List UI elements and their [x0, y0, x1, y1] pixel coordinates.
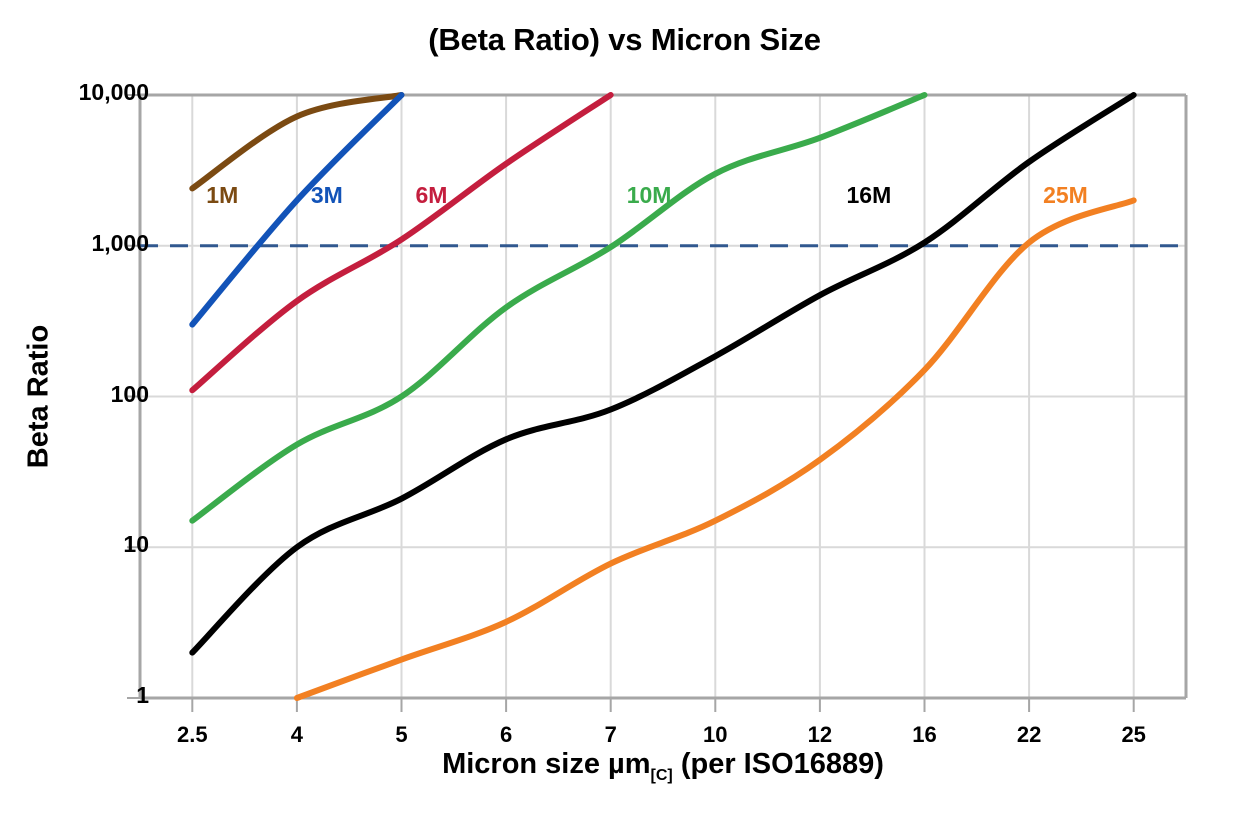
- y-tick-label: 1: [136, 682, 149, 708]
- x-tick-label: 6: [499, 722, 513, 747]
- y-tick-label: 100: [110, 380, 149, 407]
- x-axis-title-tail: (per ISO16889): [672, 748, 884, 780]
- series-line-10m: [189, 92, 928, 524]
- series-label-3m: 3M: [310, 182, 343, 208]
- x-tick-label: 12: [807, 722, 833, 747]
- x-tick-label: 10: [703, 722, 728, 747]
- y-tick-label: 10: [123, 531, 149, 558]
- x-tick-label: 2.5: [177, 722, 208, 747]
- x-tick-label: 4: [290, 722, 304, 747]
- y-tick-label: 1,000: [91, 229, 149, 256]
- x-axis-title-main: Micron size µm: [442, 748, 651, 780]
- series-label-6m: 6M: [415, 182, 448, 208]
- series-label-10m: 10M: [626, 182, 672, 208]
- series-line-1m: [189, 92, 405, 192]
- chart-title: (Beta Ratio) vs Micron Size: [428, 22, 821, 57]
- series-label-16m: 16M: [846, 182, 892, 208]
- x-axis-title-subscript: [C]: [650, 766, 673, 784]
- series-line-16m: [189, 92, 1137, 656]
- series-paths: [189, 92, 1137, 701]
- x-tick-label: 25: [1121, 722, 1146, 747]
- x-axis-title: Micron size µm[C] (per ISO16889): [140, 748, 1186, 785]
- series-line-25m: [293, 197, 1137, 701]
- x-tick-label: 22: [1016, 722, 1042, 747]
- axis-ticks: [127, 94, 1135, 712]
- series-line-6m: [189, 92, 614, 394]
- series-label-1m: 1M: [206, 182, 239, 208]
- series-label-25m: 25M: [1043, 182, 1088, 208]
- x-tick-label: 5: [395, 722, 408, 747]
- x-tick-label: 7: [604, 722, 617, 747]
- series-line-3m: [189, 92, 405, 328]
- x-tick-label: 16: [912, 722, 937, 747]
- y-tick-label: 10,000: [78, 79, 149, 105]
